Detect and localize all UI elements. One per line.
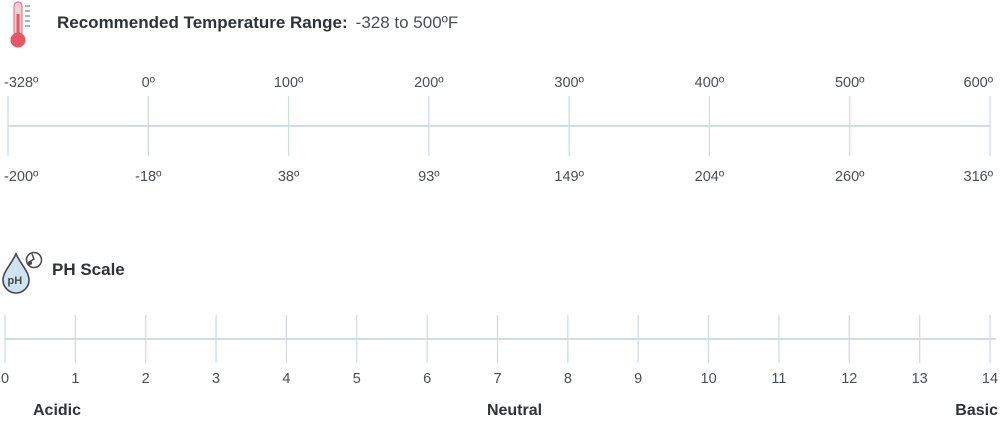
temperature-fahrenheit-tick-label: 500º xyxy=(835,75,865,91)
ph-tick-label: 0 xyxy=(1,371,9,387)
temperature-range-value: -328 to 500ºF xyxy=(355,13,459,32)
temperature-fahrenheit-tick-label: 100º xyxy=(274,75,304,91)
ph-tick-label: 6 xyxy=(423,371,431,387)
temperature-celsius-tick-label: -18º xyxy=(135,169,162,185)
temperature-celsius-tick-label: 93º xyxy=(418,169,440,185)
ph-tick-label: 4 xyxy=(282,371,290,387)
temperature-celsius-tick-label: 149º xyxy=(554,169,584,185)
ph-tick-label: 1 xyxy=(71,371,79,387)
temperature-fahrenheit-tick-label: 300º xyxy=(554,75,584,91)
ph-tick-label: 2 xyxy=(142,371,150,387)
temperature-celsius-tick-label: 204º xyxy=(695,169,725,185)
temperature-scale-chart: -328º 0º 100º 200º 300º 400º 500º 600º -200º -18… xyxy=(4,75,994,185)
thermometer-icon xyxy=(8,0,38,55)
temperature-fahrenheit-tick-label: -328º xyxy=(4,75,39,91)
ph-tick-label: 3 xyxy=(212,371,220,387)
ph-drop-icon: pH xyxy=(0,248,46,301)
ph-tick-label: 12 xyxy=(841,371,857,387)
ph-tick-label: 10 xyxy=(701,371,717,387)
ph-icon-text: pH xyxy=(8,275,23,287)
temperature-fahrenheit-tick-label: 400º xyxy=(695,75,725,91)
ph-title-label: PH Scale xyxy=(52,260,125,279)
temperature-title-label: Recommended Temperature Range: xyxy=(57,13,348,32)
temperature-title: Recommended Temperature Range: -328 to 5… xyxy=(57,13,458,33)
temperature-celsius-tick-label: 316º xyxy=(964,169,994,185)
ph-tick-label: 8 xyxy=(564,371,572,387)
ph-tick-label: 13 xyxy=(912,371,928,387)
ph-tick-label: 7 xyxy=(493,371,501,387)
ph-category-label: Neutral xyxy=(487,402,542,419)
temperature-celsius-tick-label: 38º xyxy=(278,169,300,185)
temperature-celsius-tick-label: 260º xyxy=(835,169,865,185)
ph-tick-label: 11 xyxy=(771,371,786,387)
ph-tick-label: 9 xyxy=(634,371,642,387)
temperature-fahrenheit-tick-label: 600º xyxy=(964,75,994,91)
ph-tick-label: 5 xyxy=(353,371,361,387)
ph-title: PH Scale xyxy=(52,260,125,280)
temperature-fahrenheit-tick-label: 0º xyxy=(142,75,156,91)
temperature-fahrenheit-tick-label: 200º xyxy=(414,75,444,91)
ph-tick-label: 14 xyxy=(982,371,998,387)
temperature-celsius-tick-label: -200º xyxy=(4,169,39,185)
ph-category-label: Basic xyxy=(955,402,998,419)
ph-category-label: Acidic xyxy=(33,402,81,419)
